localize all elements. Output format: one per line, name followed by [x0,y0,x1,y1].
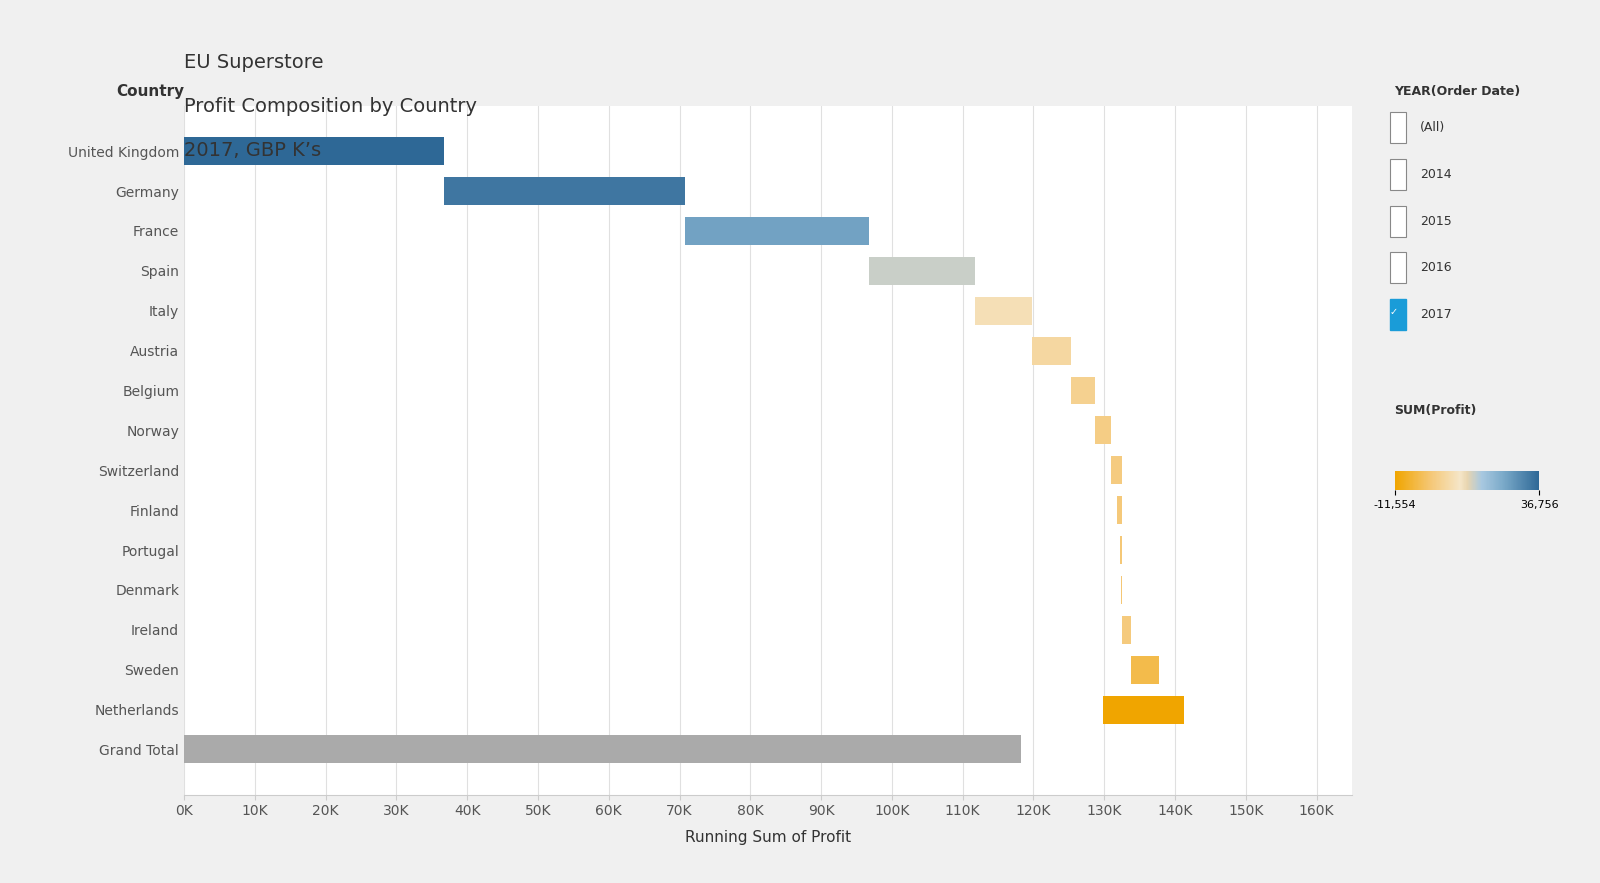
Bar [1096,417,1110,444]
Text: Country: Country [115,84,184,99]
Text: YEAR(Order Date): YEAR(Order Date) [1394,85,1520,98]
Bar [1390,206,1406,237]
Bar [1070,376,1096,404]
Bar [1390,159,1406,190]
Bar [685,217,869,245]
Bar [1110,457,1122,484]
Bar [1117,496,1122,525]
Text: Profit Composition by Country: Profit Composition by Country [184,97,477,117]
Bar [974,297,1032,325]
Text: 2016: 2016 [1421,261,1451,275]
Text: 2014: 2014 [1421,168,1451,181]
Bar [1032,336,1070,365]
Bar [1390,112,1406,143]
Text: 2015: 2015 [1421,215,1451,228]
Bar [1120,536,1122,564]
Bar [1390,253,1406,283]
Text: EU Superstore: EU Superstore [184,53,323,72]
Text: ✓: ✓ [1390,307,1398,317]
Bar [1102,696,1184,723]
Text: 2017, GBP K’s: 2017, GBP K’s [184,141,322,161]
Bar [1131,656,1158,683]
Bar [445,177,685,205]
Bar [184,736,1021,764]
Bar [869,257,974,285]
X-axis label: Running Sum of Profit: Running Sum of Profit [685,829,851,844]
Text: 2017: 2017 [1421,308,1451,321]
Bar [1122,615,1131,644]
Bar [184,137,445,165]
Text: SUM(Profit): SUM(Profit) [1394,404,1477,417]
Bar [1390,298,1406,330]
Text: (All): (All) [1421,121,1445,134]
